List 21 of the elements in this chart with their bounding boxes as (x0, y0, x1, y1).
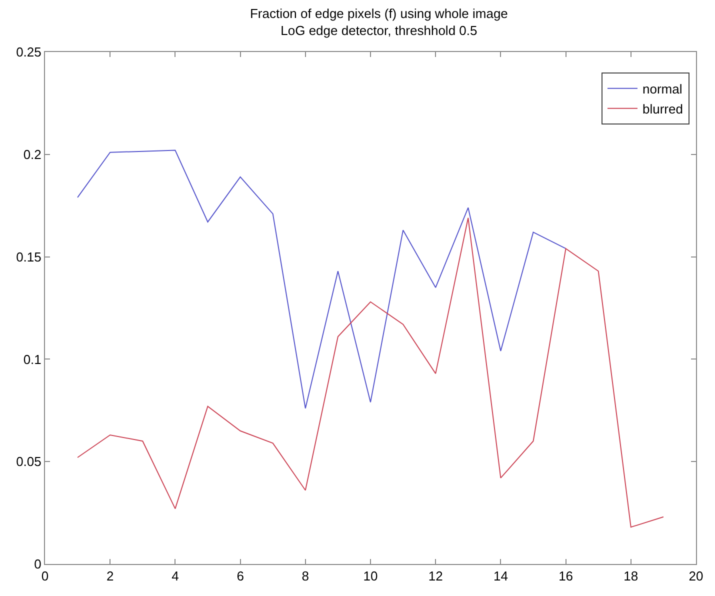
x-tick-label: 20 (688, 568, 704, 584)
line-series (77, 217, 664, 528)
y-tick-label: 0 (34, 556, 42, 572)
chart-title: Fraction of edge pixels (f) using whole image LoG edge detector, threshhold 0.5 (250, 6, 508, 38)
legend-label: normal (642, 82, 682, 96)
x-tick-label: 16 (558, 568, 574, 584)
x-tick-label: 4 (172, 568, 179, 584)
x-tick-label: 6 (236, 568, 244, 584)
legend-label: blurred (642, 101, 683, 116)
x-tick-label: 10 (363, 568, 378, 584)
y-tick-label: 0.2 (23, 146, 42, 162)
x-tick-label: 18 (624, 568, 638, 584)
y-tick-label: 0.05 (16, 454, 42, 470)
x-tick-label: 8 (302, 568, 310, 584)
y-tick-label: 0.1 (23, 352, 42, 367)
line-series (77, 150, 566, 409)
x-tick-label: 2 (106, 568, 114, 584)
y-tick-label: 0.25 (16, 44, 42, 60)
y-tick-label: 0.15 (16, 249, 42, 264)
x-tick-label: 14 (493, 568, 508, 584)
x-tick-label: 12 (428, 568, 443, 584)
